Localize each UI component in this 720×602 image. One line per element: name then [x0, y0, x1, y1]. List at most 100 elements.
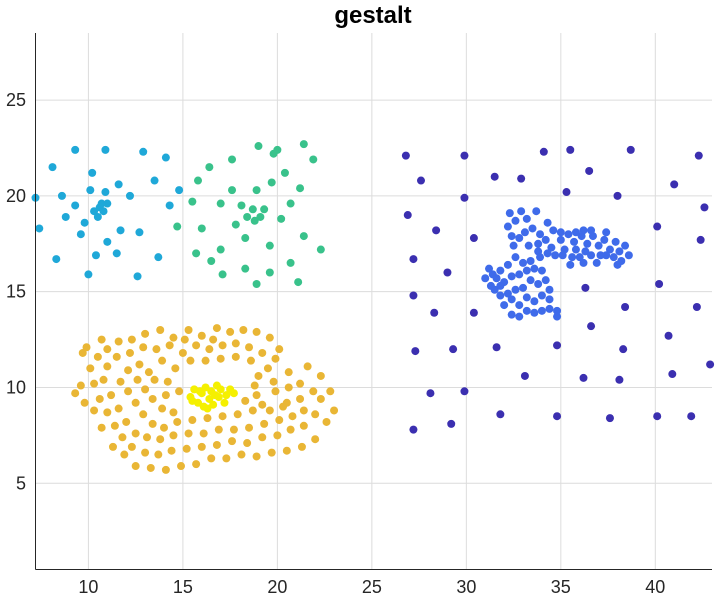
point-s1-29: [286, 258, 295, 267]
point-s2-103: [265, 406, 274, 415]
point-s4-86: [503, 222, 512, 231]
point-s2-75: [178, 348, 187, 357]
point-s2-93: [229, 425, 238, 434]
point-s2-127: [141, 385, 150, 394]
point-s2-120: [159, 423, 168, 432]
point-s4-43: [526, 257, 535, 266]
point-s2-5: [97, 423, 106, 432]
point-s2-96: [275, 416, 284, 425]
point-s4-83: [556, 228, 565, 237]
x-tick-label-3: 25: [362, 577, 382, 597]
point-s0-9: [80, 218, 89, 227]
point-s4-6: [515, 234, 524, 243]
point-s2-45: [103, 408, 112, 417]
point-s2-34: [184, 325, 193, 334]
point-s2-38: [127, 335, 136, 344]
point-s4-78: [507, 310, 516, 319]
point-s4-26: [605, 245, 614, 254]
point-s2-67: [263, 364, 272, 373]
point-s5-45: [692, 302, 701, 311]
point-s5-10: [443, 268, 452, 277]
point-s2-26: [284, 368, 293, 377]
point-s2-77: [152, 345, 161, 354]
point-s2-107: [171, 364, 180, 373]
point-s4-63: [503, 289, 512, 298]
point-s1-12: [237, 201, 246, 210]
point-s5-12: [447, 419, 456, 428]
point-s2-95: [260, 419, 269, 428]
point-s4-37: [575, 253, 584, 262]
point-s2-108: [186, 356, 195, 365]
point-s4-75: [530, 308, 539, 317]
point-s3-15: [229, 389, 238, 398]
point-s5-20: [496, 410, 505, 419]
point-s2-2: [71, 389, 80, 398]
point-s2-52: [182, 444, 191, 453]
point-s5-43: [670, 180, 679, 189]
point-s3-8: [209, 400, 218, 409]
point-s0-1: [35, 224, 44, 233]
point-s2-73: [205, 345, 214, 354]
point-s4-85: [496, 281, 505, 290]
point-s4-33: [602, 251, 611, 260]
point-s3-18: [211, 391, 220, 400]
point-s2-33: [197, 331, 206, 340]
x-tick-label-6: 40: [645, 577, 665, 597]
point-s5-31: [587, 322, 596, 331]
point-s5-34: [615, 375, 624, 384]
point-s5-23: [539, 147, 548, 156]
point-s2-74: [192, 341, 201, 350]
point-s5-38: [653, 222, 662, 231]
point-s5-17: [469, 308, 478, 317]
point-s4-88: [507, 232, 516, 241]
point-s5-14: [460, 193, 469, 202]
point-s1-11: [231, 220, 240, 229]
point-s2-139: [133, 375, 142, 384]
point-s2-104: [135, 360, 144, 369]
point-s2-106: [158, 356, 167, 365]
point-s1-16: [248, 205, 257, 214]
point-s2-51: [167, 446, 176, 455]
point-s4-24: [581, 247, 590, 256]
point-s2-7: [120, 450, 129, 459]
point-s4-41: [543, 249, 552, 258]
x-tick-label-2: 20: [267, 577, 287, 597]
point-s4-27: [611, 237, 620, 246]
point-s1-7: [216, 245, 225, 254]
point-s3-6: [205, 394, 214, 403]
point-s1-14: [241, 264, 250, 273]
point-s5-37: [626, 145, 635, 154]
point-s2-133: [161, 391, 170, 400]
point-s4-39: [558, 251, 567, 260]
point-s1-9: [228, 155, 237, 164]
point-s0-31: [154, 253, 163, 262]
point-s5-24: [553, 341, 562, 350]
point-s1-26: [265, 268, 274, 277]
point-s4-0: [505, 209, 514, 218]
point-s2-71: [231, 339, 240, 348]
point-s4-42: [536, 253, 545, 262]
point-s4-34: [596, 251, 605, 260]
point-s2-24: [316, 371, 325, 380]
point-s4-38: [568, 253, 577, 262]
point-s4-62: [511, 285, 520, 294]
point-s1-34: [309, 155, 318, 164]
point-s2-102: [279, 402, 288, 411]
point-s1-31: [294, 278, 303, 287]
point-s4-72: [545, 295, 554, 304]
point-s5-47: [696, 235, 705, 244]
point-s2-85: [122, 417, 131, 426]
point-s4-64: [496, 291, 505, 300]
point-s1-10: [228, 186, 237, 195]
point-s2-13: [207, 454, 216, 463]
point-s0-11: [86, 186, 95, 195]
point-s0-22: [101, 145, 110, 154]
point-s2-59: [286, 425, 295, 434]
point-s2-58: [273, 431, 282, 440]
point-s2-41: [93, 352, 102, 361]
point-s1-20: [254, 142, 263, 151]
point-s1-36: [173, 222, 182, 231]
point-s2-72: [218, 341, 227, 350]
point-s2-37: [141, 329, 150, 338]
point-s4-7: [509, 241, 518, 250]
